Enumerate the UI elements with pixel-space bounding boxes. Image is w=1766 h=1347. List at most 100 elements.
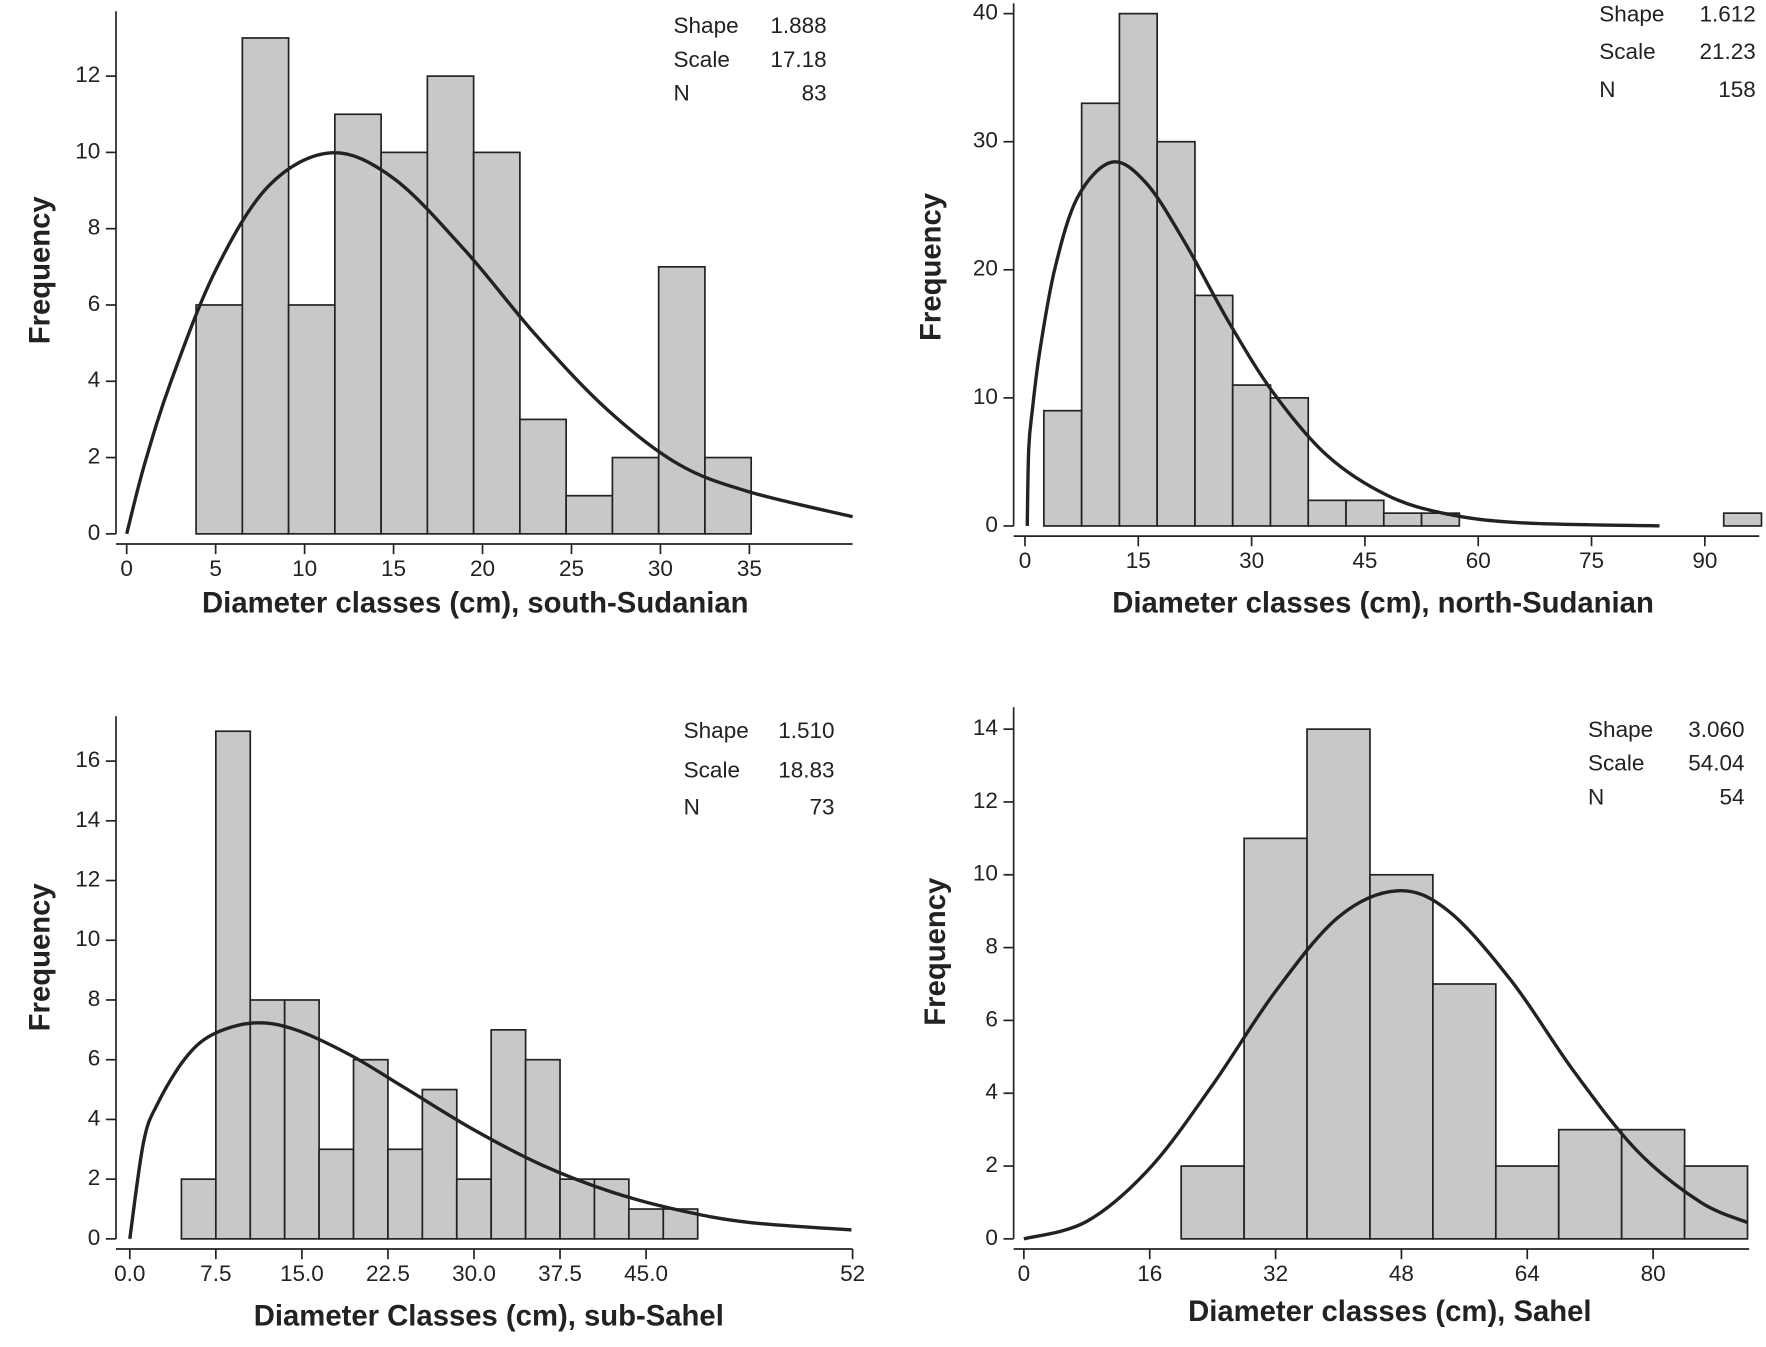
stat-name: Scale <box>674 47 730 72</box>
bar <box>1043 409 1083 527</box>
y-tick-label: 0 <box>88 520 101 545</box>
x-tick-label: 15 <box>381 556 406 581</box>
y-tick-label: 0 <box>985 512 998 537</box>
x-tick-label: 15 <box>1126 548 1151 573</box>
stat-value: 18.83 <box>778 757 834 782</box>
bar <box>380 151 429 535</box>
x-tick-label: 16 <box>1137 1261 1162 1286</box>
bar <box>565 494 614 535</box>
x-tick-label: 32 <box>1263 1261 1288 1286</box>
x-tick-label: 52 <box>840 1261 865 1286</box>
y-tick-label: 14 <box>75 807 100 832</box>
bar <box>559 1178 596 1240</box>
stat-name: Shape <box>1588 717 1653 742</box>
bar <box>524 1058 561 1240</box>
bar <box>1494 1165 1560 1240</box>
y-tick-label: 12 <box>75 866 100 891</box>
stat-name: Scale <box>684 757 740 782</box>
fit-curve <box>1023 889 1749 1241</box>
stat-name: N <box>1599 77 1615 102</box>
stat-name: Shape <box>674 13 739 38</box>
y-axis-title: Frequency <box>23 883 56 1032</box>
bar <box>1194 294 1234 527</box>
bar <box>1231 384 1272 527</box>
bar <box>611 456 660 535</box>
x-tick-label: 30.0 <box>452 1261 496 1286</box>
stat-value: 17.18 <box>770 47 826 72</box>
x-tick-label: 64 <box>1515 1261 1540 1286</box>
stat-name: N <box>1588 784 1604 809</box>
bar <box>628 1208 665 1240</box>
bar <box>1722 512 1763 527</box>
x-tick-label: 90 <box>1692 548 1717 573</box>
y-tick-label: 2 <box>985 1152 998 1177</box>
stat-name: Shape <box>684 718 749 743</box>
x-tick-label: 22.5 <box>366 1261 410 1286</box>
x-tick-label: 35 <box>737 556 762 581</box>
bar <box>472 151 521 535</box>
x-axis-title: Diameter classes (cm), Sahel <box>1188 1295 1591 1328</box>
y-tick-label: 4 <box>88 367 101 392</box>
bar <box>287 304 336 535</box>
bar <box>1307 499 1347 527</box>
fit-curve <box>125 151 853 535</box>
x-tick-label: 0.0 <box>114 1261 145 1286</box>
x-tick-label: 60 <box>1466 548 1491 573</box>
bar <box>318 1148 355 1240</box>
y-tick-label: 12 <box>973 788 998 813</box>
y-tick-label: 2 <box>88 444 101 469</box>
x-tick-label: 15.0 <box>280 1261 324 1286</box>
bar <box>214 730 252 1240</box>
bar <box>1269 397 1310 527</box>
y-tick-label: 10 <box>75 138 100 163</box>
bar <box>1369 873 1434 1240</box>
x-axis-title: Diameter classes (cm), north-Sudanian <box>1112 587 1654 620</box>
y-tick-label: 6 <box>88 291 101 316</box>
x-axis-title: Diameter Classes (cm), sub-Sahel <box>254 1299 724 1332</box>
stat-value: 158 <box>1718 77 1756 102</box>
bar <box>1382 512 1423 527</box>
panel: 0 2 4 6 8 10 12 14 0 16 32 48 64 80 Diameter classes (… <box>919 707 1750 1328</box>
bar <box>1345 499 1385 527</box>
fit-curve <box>1025 160 1660 528</box>
stat-name: Scale <box>1588 751 1644 776</box>
bar <box>241 37 290 535</box>
bar <box>1683 1165 1749 1240</box>
stat-value: 73 <box>810 795 835 820</box>
bar <box>334 113 382 535</box>
x-tick-label: 30 <box>648 556 673 581</box>
stat-value: 1.510 <box>778 718 834 743</box>
x-tick-label: 45.0 <box>624 1261 668 1286</box>
y-tick-label: 4 <box>88 1105 101 1130</box>
bar <box>455 1178 493 1240</box>
y-axis-title: Frequency <box>23 196 56 345</box>
y-tick-label: 10 <box>973 861 998 886</box>
fit-curve <box>128 1021 852 1240</box>
y-axis-title: Frequency <box>919 877 952 1026</box>
x-tick-label: 5 <box>209 556 222 581</box>
bar <box>519 418 567 535</box>
x-tick-label: 0 <box>120 556 133 581</box>
y-tick-label: 8 <box>88 986 101 1011</box>
y-tick-label: 20 <box>973 256 998 281</box>
bar <box>1118 12 1159 527</box>
y-tick-label: 8 <box>985 934 998 959</box>
x-tick-label: 25 <box>559 556 584 581</box>
bar <box>490 1029 527 1240</box>
stat-name: N <box>674 81 690 106</box>
y-tick-label: 0 <box>985 1225 998 1250</box>
stat-value: 3.060 <box>1688 717 1744 742</box>
x-tick-label: 37.5 <box>538 1261 582 1286</box>
bar <box>1180 1165 1245 1240</box>
bar <box>195 304 244 535</box>
stat-value: 54.04 <box>1688 751 1744 776</box>
x-tick-label: 20 <box>470 556 495 581</box>
bar <box>387 1148 424 1240</box>
bar <box>657 265 706 535</box>
panel: 0 10 20 30 40 0 15 30 45 60 75 90 Diameter classes (… <box>914 0 1763 620</box>
panel: 0 2 4 6 8 10 12 0 5 10 15 20 25 30 35 Diameter classes … <box>23 11 853 620</box>
bar <box>180 1178 217 1240</box>
y-tick-label: 6 <box>985 1006 998 1031</box>
bar <box>249 999 286 1240</box>
